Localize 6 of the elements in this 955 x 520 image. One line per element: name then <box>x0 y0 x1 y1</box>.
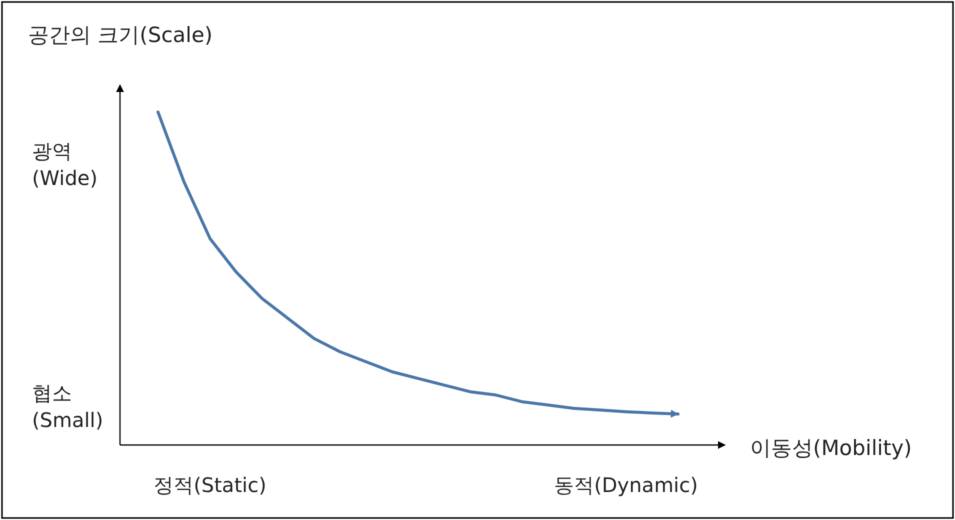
x-tick-label: 동적(Dynamic) <box>554 473 698 497</box>
x-tick-label: 정적(Static) <box>154 473 266 497</box>
text: 협소 (Small) <box>32 381 104 432</box>
text: 광역 (Wide) <box>32 139 98 190</box>
x-axis-title: 이동성(Mobility) <box>750 436 912 460</box>
y-axis-title: 공간의 크기(Scale) <box>28 23 213 47</box>
